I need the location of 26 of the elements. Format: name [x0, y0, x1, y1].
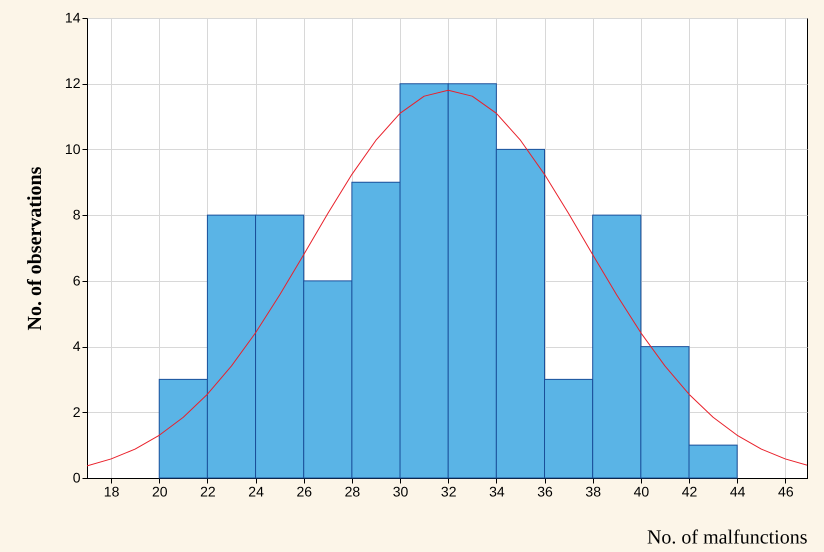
line-series — [87, 90, 807, 466]
x-tick-label: 38 — [585, 484, 602, 500]
y-tick-label: 12 — [64, 75, 81, 92]
x-tick-label: 30 — [392, 484, 409, 500]
y-tick-label: 14 — [64, 10, 81, 26]
x-axis-title: No. of malfunctions — [646, 526, 808, 548]
x-tick-label: 46 — [778, 484, 794, 500]
x-tick-label: 40 — [634, 484, 650, 500]
x-tick-label: 44 — [730, 484, 746, 500]
y-tick-label: 0 — [72, 470, 81, 486]
x-tick-label: 26 — [296, 484, 312, 500]
x-tick-label: 32 — [440, 484, 457, 500]
x-tick-label: 42 — [682, 484, 698, 500]
x-tick-label: 36 — [537, 484, 554, 500]
y-tick-label: 6 — [72, 272, 81, 288]
y-tick-label: 4 — [72, 338, 81, 354]
y-tick-label: 10 — [64, 140, 81, 157]
x-tick-label: 20 — [152, 484, 168, 500]
x-tick-label: 34 — [489, 484, 505, 500]
y-tick-label: 8 — [72, 206, 81, 223]
x-tick-label: 18 — [104, 484, 120, 500]
x-tick-label: 28 — [344, 484, 360, 500]
x-tick-label: 22 — [200, 484, 216, 500]
y-tick-label: 2 — [72, 404, 81, 420]
y-axis-title: No. of observations — [24, 166, 46, 330]
x-tick-label: 24 — [248, 484, 264, 500]
